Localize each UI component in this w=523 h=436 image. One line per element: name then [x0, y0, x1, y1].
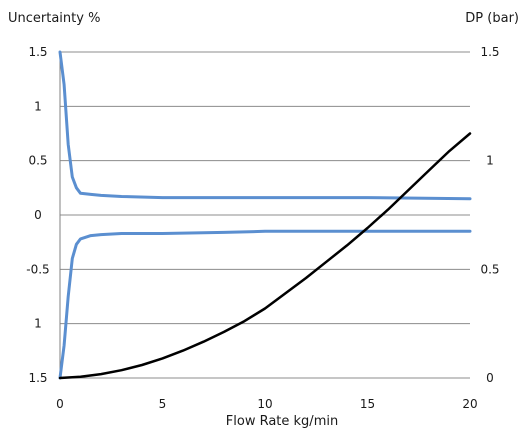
right-tick-label: 1.5: [480, 45, 499, 59]
left-tick-label: 0: [34, 208, 42, 222]
right-tick-label: 1: [486, 154, 494, 168]
left-tick-label: 1.5: [28, 45, 47, 59]
series-lines: [58, 50, 472, 380]
right-tick-label: 0.5: [480, 262, 499, 276]
x-axis-title: Flow Rate kg/min: [226, 414, 338, 429]
x-tick-label: 10: [257, 397, 272, 411]
right-tick-label: 0: [486, 371, 494, 385]
gridlines: [59, 51, 470, 379]
left-tick-label: -0.5: [26, 262, 49, 276]
tick-labels: 1.5 1 0.5 0 -0.5 1 1.5 1.5 1 0.5 0 0 5 10 15 20: [26, 45, 499, 411]
dp-curve-line: [58, 132, 472, 380]
left-tick-label: 1.5: [28, 371, 47, 385]
x-tick-label: 20: [462, 397, 477, 411]
x-tick-label: 0: [56, 397, 64, 411]
left-axis-title: Uncertainty %: [8, 11, 100, 26]
x-tick-label: 15: [360, 397, 375, 411]
uncertainty-band-line-1: [58, 50, 472, 201]
left-tick-label: 1: [34, 99, 42, 113]
right-axis-title: DP (bar): [465, 11, 519, 26]
uncertainty-band-line-2: [58, 229, 472, 380]
x-tick-label: 5: [159, 397, 167, 411]
left-tick-label: 0.5: [28, 154, 47, 168]
left-tick-label: 1: [34, 317, 42, 331]
